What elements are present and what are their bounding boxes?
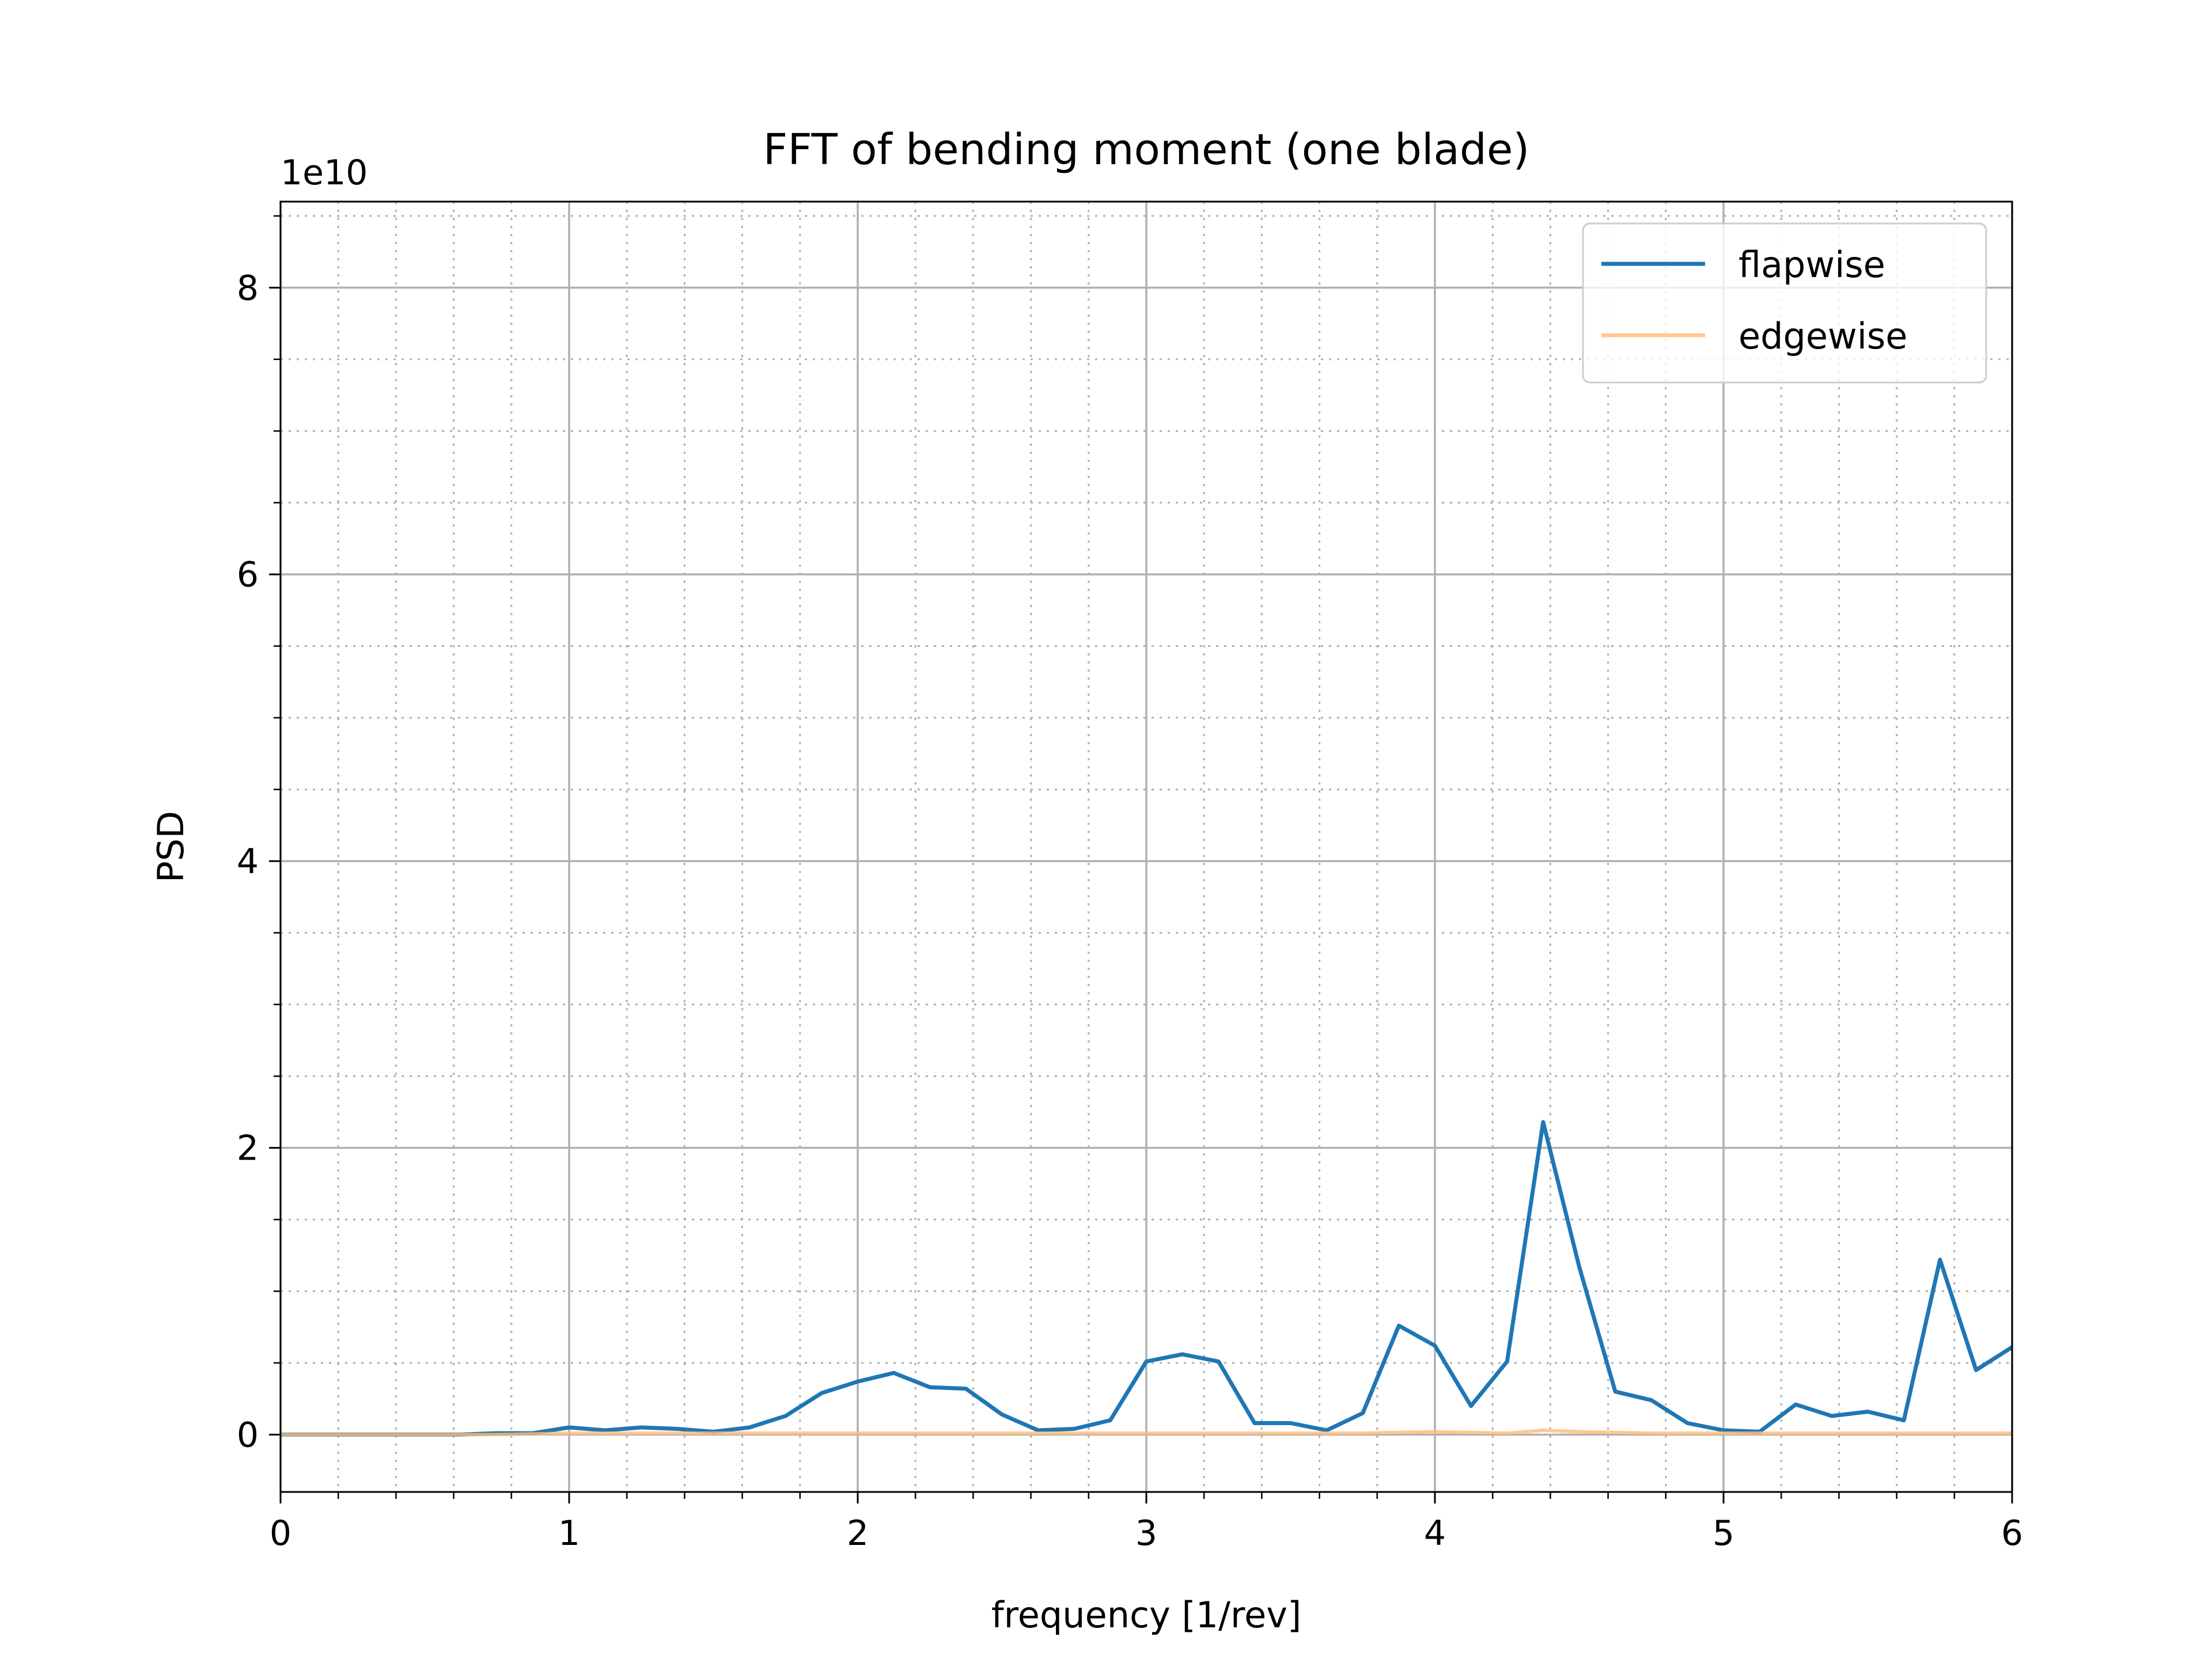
x-tick-label: 5 bbox=[1713, 1513, 1734, 1554]
x-axis-label: frequency [1/rev] bbox=[991, 1594, 1301, 1636]
chart-title: FFT of bending moment (one blade) bbox=[763, 125, 1529, 175]
y-tick-label: 8 bbox=[237, 268, 259, 308]
legend: flapwise edgewise bbox=[1582, 222, 1987, 384]
tick-labels: 0 1 2 3 4 5 6 0 2 4 6 8 bbox=[237, 268, 2023, 1554]
legend-label-flapwise: flapwise bbox=[1738, 244, 1885, 286]
series-line-flapwise bbox=[281, 1120, 2012, 1437]
y-tick-label: 2 bbox=[237, 1128, 259, 1169]
axis-ticks bbox=[269, 215, 2013, 1503]
legend-label-edgewise: edgewise bbox=[1738, 315, 1907, 357]
y-offset-label: 1e10 bbox=[281, 153, 368, 193]
x-tick-label: 1 bbox=[558, 1513, 580, 1554]
x-tick-label: 6 bbox=[2001, 1513, 2023, 1554]
y-tick-label: 6 bbox=[237, 555, 259, 595]
y-tick-label: 4 bbox=[237, 842, 259, 882]
series-line-edgewise bbox=[281, 1429, 2012, 1437]
minor-grid bbox=[281, 202, 2012, 1492]
y-axis-label: PSD bbox=[150, 811, 192, 882]
x-tick-label: 4 bbox=[1424, 1513, 1446, 1554]
x-tick-label: 3 bbox=[1135, 1513, 1157, 1554]
x-tick-label: 2 bbox=[847, 1513, 869, 1554]
y-tick-label: 0 bbox=[237, 1415, 259, 1455]
x-tick-label: 0 bbox=[270, 1513, 291, 1554]
series-layer bbox=[281, 1120, 2012, 1437]
